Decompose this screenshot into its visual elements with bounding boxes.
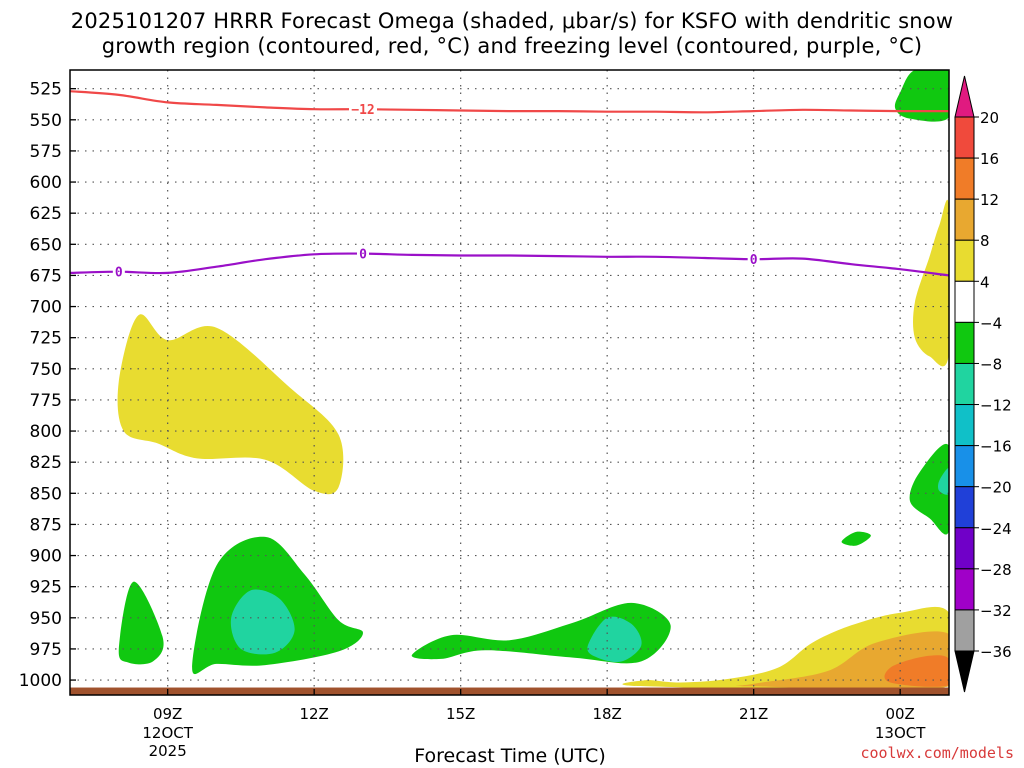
colorbar-label: −28 — [980, 561, 1012, 579]
colorbar-label: 20 — [980, 109, 999, 127]
colorbar-label: −4 — [980, 314, 1002, 332]
colorbar-top-triangle — [954, 75, 975, 118]
colorbar-label: −20 — [980, 479, 1012, 497]
omega-region-8 — [894, 70, 949, 122]
y-tick-label: 800 — [30, 422, 62, 442]
colorbar: 20 16 12 8 4 −4 −8 −12 −16 −20 −24 −28 −32 −36 — [954, 75, 1012, 693]
x-tick-label: 21Z — [739, 705, 768, 723]
omega-region-2 — [913, 199, 949, 367]
omega-region-13 — [938, 468, 949, 495]
y-tick-label: 625 — [30, 204, 62, 224]
colorbar-label: 12 — [980, 191, 999, 209]
y-tick-label: 850 — [30, 484, 62, 504]
contour-label--12: −12 — [351, 103, 374, 118]
y-tick-label: 925 — [30, 578, 62, 598]
contour-label-0: 0 — [115, 266, 123, 281]
colorbar-label: −36 — [980, 643, 1012, 661]
contour-layer: −12 0 0 0 — [70, 90, 949, 281]
colorbar-label: −8 — [980, 355, 1002, 373]
y-tick-label: 825 — [30, 453, 62, 473]
y-tick-label: 550 — [30, 111, 62, 131]
contour-line-0 — [70, 252, 949, 277]
y-tick-label: 700 — [30, 298, 62, 318]
colorbar-box — [954, 321, 975, 364]
plot-frame — [69, 69, 950, 696]
colorbar-label: −32 — [980, 602, 1012, 620]
x-tick-label: 00Z — [885, 705, 914, 723]
y-tick-label: 600 — [30, 173, 62, 193]
colorbar-label: −16 — [980, 438, 1012, 456]
site-credit: coolwx.com/models — [860, 744, 1014, 762]
y-tick-label: 775 — [30, 391, 62, 411]
x-tick-sublabel: 12OCT — [142, 724, 193, 742]
y-tick-label: 950 — [30, 609, 62, 629]
x-tick-label: 12Z — [299, 705, 328, 723]
colorbar-box — [954, 568, 975, 611]
y-tick-label: 1000 — [19, 671, 62, 691]
y-tick-label: 750 — [30, 360, 62, 380]
colorbar-label: −12 — [980, 397, 1012, 415]
axes-layer: 525 550 575 600 625 650 675 700 725 750 775 800 825 8… — [19, 69, 950, 760]
colorbar-bottom-triangle — [954, 650, 975, 693]
chart-title-line-2: growth region (contoured, red, °C) and f… — [101, 34, 923, 58]
x-tick-label: 15Z — [446, 705, 475, 723]
colorbar-box — [954, 527, 975, 570]
omega-region-10 — [841, 531, 871, 546]
colorbar-box — [954, 116, 975, 159]
colorbar-box — [954, 445, 975, 488]
omega-region-9 — [909, 443, 949, 535]
y-tick-label: 575 — [30, 142, 62, 162]
x-tick-sublabel: 2025 — [149, 742, 187, 760]
x-tick-label: 18Z — [592, 705, 621, 723]
colorbar-label: 4 — [980, 273, 990, 291]
y-tick-label: 725 — [30, 329, 62, 349]
y-tick-label: 525 — [30, 80, 62, 100]
contour-label-0: 0 — [359, 248, 367, 263]
contour-line--12 — [70, 90, 949, 114]
y-tick-label: 650 — [30, 235, 62, 255]
y-tick-label: 900 — [30, 547, 62, 567]
chart-title-line-1: 2025101207 HRRR Forecast Omega (shaded, … — [70, 9, 954, 33]
shaded-omega-layer — [70, 70, 949, 695]
contour-label-0: 0 — [750, 253, 758, 268]
y-tick-label: 675 — [30, 266, 62, 286]
colorbar-box — [954, 280, 975, 323]
colorbar-box — [954, 157, 975, 200]
contour-label-bg — [357, 245, 369, 260]
colorbar-box — [954, 239, 975, 282]
terrain-strip — [70, 687, 949, 695]
x-tick-sublabel: 13OCT — [875, 724, 926, 742]
omega-region-5 — [118, 581, 164, 665]
colorbar-label: 8 — [980, 232, 990, 250]
omega-region-0 — [117, 314, 344, 495]
x-tick-label: 09Z — [153, 705, 182, 723]
y-tick-label: 875 — [30, 515, 62, 535]
contour-label-bg — [747, 251, 760, 266]
colorbar-box — [954, 198, 975, 241]
colorbar-box — [954, 609, 975, 652]
colorbar-label: −24 — [980, 520, 1012, 538]
omega-region-12 — [587, 616, 642, 663]
omega-region-11 — [230, 589, 295, 655]
colorbar-box — [954, 362, 975, 406]
contour-label-bg — [112, 263, 125, 278]
colorbar-label: 16 — [980, 150, 999, 168]
colorbar-box — [954, 486, 975, 529]
contour-label-bg — [349, 101, 377, 116]
colorbar-box — [954, 404, 975, 447]
y-tick-label: 975 — [30, 640, 62, 660]
x-axis-label: Forecast Time (UTC) — [414, 745, 606, 767]
